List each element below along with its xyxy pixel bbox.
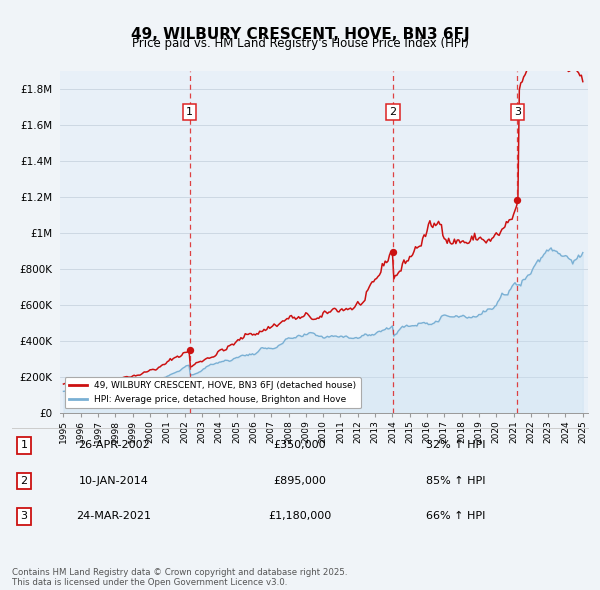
Text: £350,000: £350,000: [274, 441, 326, 450]
Text: 49, WILBURY CRESCENT, HOVE, BN3 6FJ: 49, WILBURY CRESCENT, HOVE, BN3 6FJ: [131, 27, 469, 41]
Text: 1: 1: [186, 107, 193, 117]
Point: [185, 345, 194, 355]
Text: £1,180,000: £1,180,000: [268, 512, 332, 521]
Text: 2: 2: [20, 476, 28, 486]
Text: 85% ↑ HPI: 85% ↑ HPI: [426, 476, 486, 486]
Text: 26-APR-2002: 26-APR-2002: [78, 441, 150, 450]
Text: 3: 3: [20, 512, 28, 521]
Text: 1: 1: [20, 441, 28, 450]
Point: [388, 247, 398, 257]
Text: Price paid vs. HM Land Registry's House Price Index (HPI): Price paid vs. HM Land Registry's House …: [131, 37, 469, 50]
Text: 24-MAR-2021: 24-MAR-2021: [77, 512, 151, 521]
Text: £895,000: £895,000: [274, 476, 326, 486]
Text: Contains HM Land Registry data © Crown copyright and database right 2025.
This d: Contains HM Land Registry data © Crown c…: [12, 568, 347, 587]
Text: 2: 2: [389, 107, 397, 117]
Point: [512, 196, 522, 205]
Text: 10-JAN-2014: 10-JAN-2014: [79, 476, 149, 486]
Text: 32% ↑ HPI: 32% ↑ HPI: [426, 441, 486, 450]
Legend: 49, WILBURY CRESCENT, HOVE, BN3 6FJ (detached house), HPI: Average price, detach: 49, WILBURY CRESCENT, HOVE, BN3 6FJ (det…: [65, 377, 361, 408]
Text: 66% ↑ HPI: 66% ↑ HPI: [427, 512, 485, 521]
Text: 3: 3: [514, 107, 521, 117]
